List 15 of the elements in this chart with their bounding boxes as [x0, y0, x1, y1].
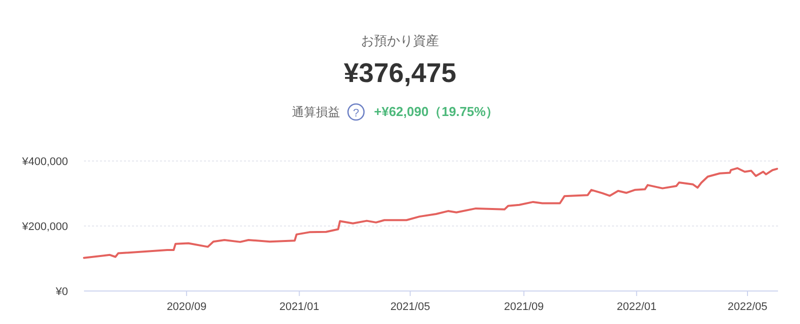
- text: 通算損益: [292, 105, 340, 119]
- x-tick-label: 2021/09: [504, 301, 544, 313]
- x-tick-label: 2020/09: [166, 301, 206, 313]
- x-tick-label: 2021/01: [279, 301, 320, 313]
- text: +¥62,090（19.75%）: [374, 104, 499, 119]
- x-tick-label: 2022/05: [728, 301, 768, 313]
- y-tick-label: ¥200,000: [21, 221, 68, 233]
- x-tick-label: 2021/05: [390, 301, 430, 313]
- chart-subtitle: ¥376,475: [344, 58, 456, 88]
- y-tick-label: ¥400,000: [21, 156, 68, 168]
- line-series: [83, 167, 778, 259]
- text: ?: [352, 108, 360, 120]
- x-tick-label: 2022/01: [616, 301, 656, 313]
- chart-title: お預かり資産: [361, 33, 439, 48]
- y-tick-label: ¥0: [54, 286, 68, 298]
